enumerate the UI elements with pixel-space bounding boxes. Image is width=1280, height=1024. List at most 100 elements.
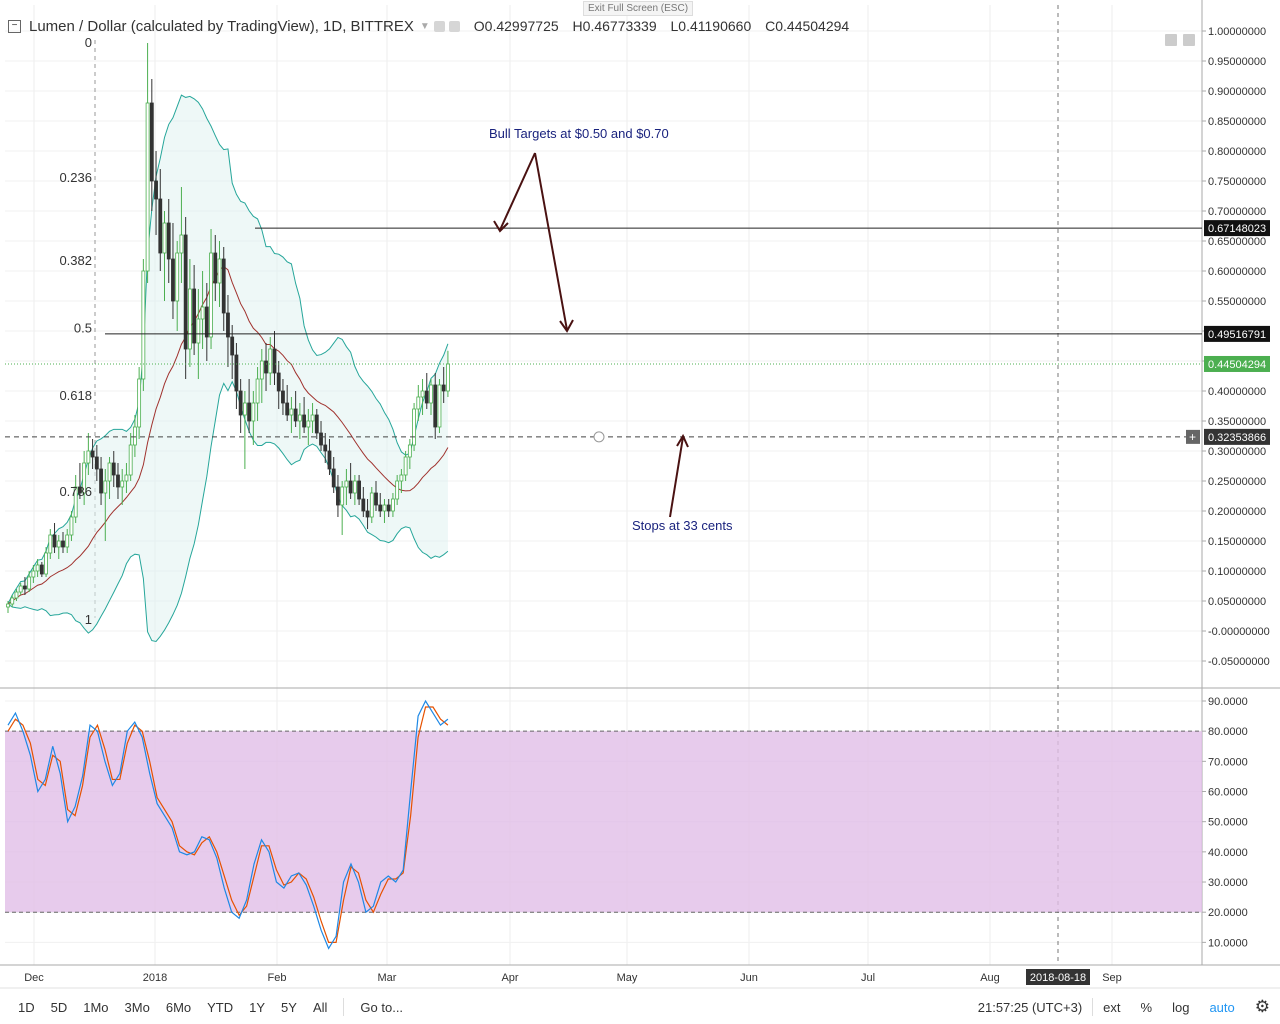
candle-body [61, 540, 65, 548]
add-alert-icon [1186, 429, 1200, 444]
candle [407, 439, 412, 469]
collapse-icon[interactable]: − [8, 19, 21, 33]
annotation-bull-targets: Bull Targets at $0.50 and $0.70 [489, 126, 669, 141]
log-toggle[interactable]: log [1172, 999, 1190, 1015]
candle-body [111, 462, 116, 476]
price-tick-label: 0.65000000 [1208, 236, 1266, 248]
candle-body [120, 480, 125, 488]
candle-body [132, 426, 137, 446]
candle-body [399, 474, 404, 482]
candle [103, 469, 108, 541]
range-6mo[interactable]: 6Mo [165, 999, 192, 1015]
goto-button[interactable]: Go to... [360, 999, 404, 1015]
candle [424, 373, 429, 409]
range-5y[interactable]: 5Y [281, 999, 297, 1015]
stoch-tick-label: 20.0000 [1208, 907, 1248, 919]
exit-fullscreen-label[interactable]: Exit Full Screen (ESC) [583, 1, 694, 16]
range-1d[interactable]: 1D [18, 999, 35, 1015]
time-tick-label: Sep [1102, 972, 1122, 984]
high-value: H0.46773339 [572, 18, 657, 34]
open-value: O0.42997725 [473, 18, 559, 34]
candle [23, 577, 27, 595]
low-value: L0.41190660 [670, 18, 752, 34]
candle [348, 463, 353, 499]
candle [441, 367, 446, 403]
pane-maximize-icon[interactable] [1183, 34, 1195, 46]
candle [289, 397, 294, 433]
price-label-bg [1204, 355, 1270, 372]
bollinger-fill [8, 95, 448, 642]
candle-body [331, 468, 336, 488]
price-tick-label: 0.70000000 [1208, 206, 1266, 218]
candle [382, 499, 387, 523]
candle-body [162, 222, 167, 254]
candle [99, 457, 103, 505]
candle [327, 439, 332, 475]
candle [48, 529, 53, 559]
price-tick-label: 0.20000000 [1208, 506, 1266, 518]
candle [285, 385, 290, 421]
time-tick-label: Mar [378, 972, 397, 984]
candle-body [272, 348, 277, 374]
candle [403, 451, 408, 481]
candle-body [407, 444, 412, 458]
settings-icon[interactable] [433, 20, 445, 32]
candle [18, 583, 23, 595]
candle [166, 199, 171, 283]
symbol-title[interactable]: Lumen / Dollar (calculated by TradingVie… [29, 17, 414, 35]
candle-body [141, 270, 146, 380]
candle-body [344, 480, 349, 488]
candle [171, 223, 175, 319]
candle-body [285, 402, 290, 416]
price-tick-label: 0.95000000 [1208, 56, 1266, 68]
candle [365, 499, 370, 529]
percent-toggle[interactable]: % [1140, 999, 1153, 1015]
candle-body [14, 591, 19, 599]
candle [120, 469, 125, 505]
pane-up-icon[interactable] [1165, 34, 1177, 46]
range-ytd[interactable]: YTD [207, 999, 234, 1015]
stoch-tick-label: 50.0000 [1208, 817, 1248, 829]
pane-controls [1165, 34, 1201, 46]
candle [433, 373, 438, 439]
candle-body [73, 486, 78, 518]
candle-body [166, 222, 171, 260]
range-3mo[interactable]: 3Mo [124, 999, 150, 1015]
candle-body [23, 585, 27, 590]
candle [145, 43, 150, 283]
candle [94, 445, 99, 481]
candle [336, 475, 340, 517]
candle-body [382, 504, 387, 512]
candle-body [386, 504, 391, 512]
candle-body [65, 534, 70, 548]
candle-body [158, 198, 163, 254]
range-1mo[interactable]: 1Mo [83, 999, 109, 1015]
candle-body [204, 306, 209, 338]
candle [154, 151, 158, 235]
close-value: C0.44504294 [765, 18, 850, 34]
candle [234, 343, 239, 409]
ext-toggle[interactable]: ext [1103, 999, 1121, 1015]
fib-labels: 0 0.236 0.382 0.5 0.618 0.786 1 [59, 35, 92, 627]
candle [111, 451, 116, 487]
candle [204, 283, 209, 361]
candle-body [429, 384, 433, 404]
chevron-down-icon[interactable]: ▼ [419, 20, 430, 32]
candle [61, 532, 65, 553]
fib-label: 0.618 [59, 388, 92, 403]
range-all[interactable]: All [312, 999, 328, 1015]
candle-body [293, 408, 298, 422]
candle-body [217, 258, 222, 284]
auto-toggle[interactable]: auto [1209, 999, 1235, 1015]
range-1y[interactable]: 1Y [249, 999, 266, 1015]
bull-target-arrows [499, 152, 568, 331]
crosshair-date-label: 2018-08-18 [1030, 972, 1086, 984]
annotation-stops: Stops at 33 cents [632, 518, 733, 533]
candle-body [416, 396, 421, 410]
stoch-tick-label: 70.0000 [1208, 756, 1248, 768]
clock-label[interactable]: 21:57:25 (UTC+3) [977, 999, 1083, 1015]
range-5d[interactable]: 5D [50, 999, 68, 1015]
gear-icon[interactable]: ⚙ [1254, 997, 1270, 1016]
visibility-icon[interactable] [448, 20, 460, 32]
